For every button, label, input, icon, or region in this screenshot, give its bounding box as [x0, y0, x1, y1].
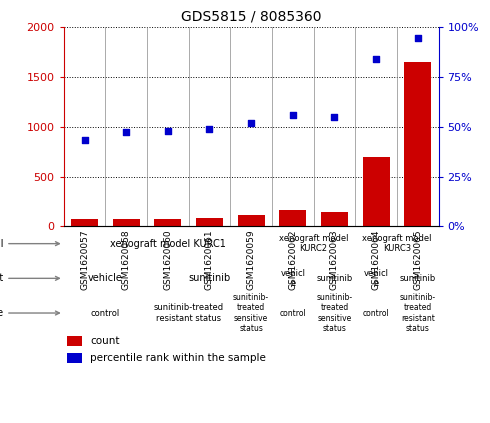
- Bar: [68, 336, 82, 346]
- Bar: [154, 219, 181, 226]
- Text: xenograft model
KURC2: xenograft model KURC2: [279, 234, 348, 253]
- Text: sunitinib-
treated
sensitive
status: sunitinib- treated sensitive status: [317, 293, 352, 333]
- Bar: [238, 215, 265, 226]
- Text: vehicle: vehicle: [88, 273, 123, 283]
- Text: control: control: [279, 308, 306, 318]
- Bar: [113, 219, 140, 226]
- Text: vehicl
e: vehicl e: [364, 269, 389, 288]
- Text: count: count: [90, 336, 120, 346]
- Point: [289, 112, 297, 118]
- Text: agent: agent: [0, 273, 59, 283]
- Text: xenograft model
KURC3: xenograft model KURC3: [362, 234, 432, 253]
- Text: control: control: [91, 308, 120, 318]
- Text: sunitinib-
treated
resistant
status: sunitinib- treated resistant status: [400, 293, 436, 333]
- Text: disease state: disease state: [0, 308, 59, 318]
- Bar: [363, 157, 390, 226]
- Text: sunitinib: sunitinib: [317, 274, 352, 283]
- Point: [164, 127, 172, 134]
- Point: [372, 56, 380, 63]
- Text: control: control: [363, 308, 390, 318]
- Text: sunitinib-treated
resistant status: sunitinib-treated resistant status: [153, 303, 224, 323]
- Point: [331, 113, 339, 120]
- Text: sunitinib-
treated
sensitive
status: sunitinib- treated sensitive status: [233, 293, 269, 333]
- Text: vehicl
e: vehicl e: [280, 269, 305, 288]
- Bar: [404, 62, 431, 226]
- Bar: [196, 218, 223, 226]
- Bar: [68, 353, 82, 363]
- Point: [80, 137, 89, 143]
- Bar: [279, 210, 306, 226]
- Bar: [71, 219, 98, 226]
- Title: GDS5815 / 8085360: GDS5815 / 8085360: [181, 10, 321, 24]
- Point: [414, 35, 422, 42]
- Text: sunitinib: sunitinib: [188, 273, 231, 283]
- Text: sunitinib: sunitinib: [400, 274, 436, 283]
- Point: [122, 129, 130, 135]
- Bar: [321, 212, 348, 226]
- Point: [247, 120, 255, 127]
- Point: [206, 126, 214, 132]
- Text: individual: individual: [0, 239, 59, 249]
- Text: xenograft model KURC1: xenograft model KURC1: [110, 239, 226, 249]
- Text: percentile rank within the sample: percentile rank within the sample: [90, 353, 266, 363]
